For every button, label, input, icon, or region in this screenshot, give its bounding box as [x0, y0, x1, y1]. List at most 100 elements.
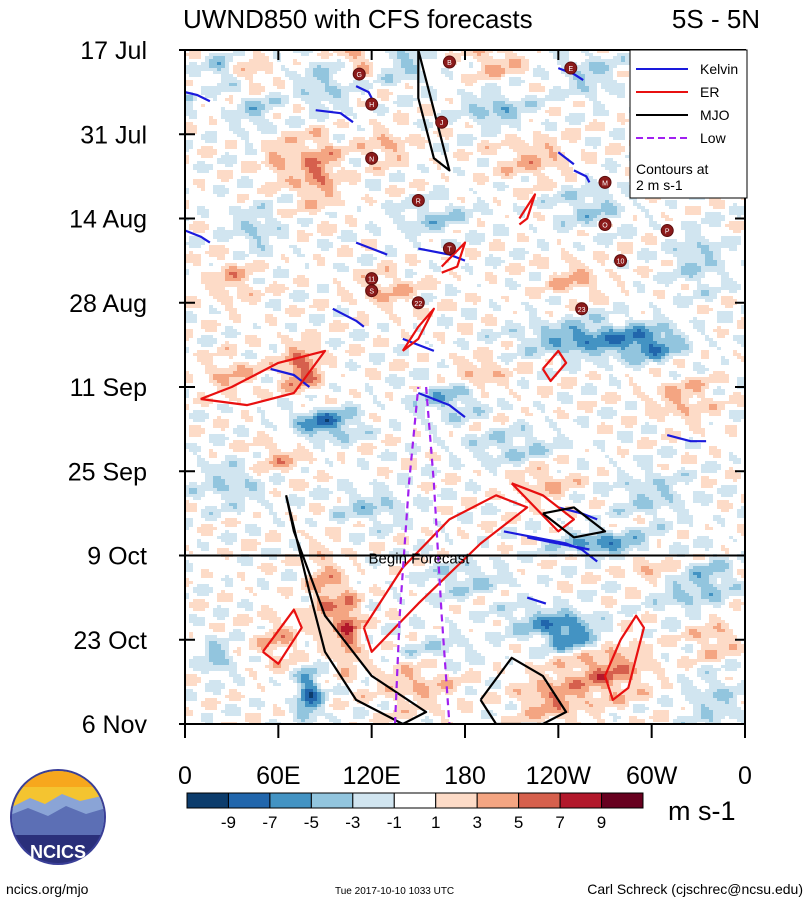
anomaly-cell [321, 68, 325, 71]
anomaly-cell [197, 71, 201, 74]
anomaly-cell [601, 83, 605, 86]
anomaly-cell [477, 56, 481, 59]
anomaly-cell [573, 176, 577, 179]
anomaly-cell [301, 80, 305, 83]
anomaly-cell [393, 158, 397, 161]
anomaly-cell [345, 104, 349, 107]
anomaly-cell [381, 68, 385, 71]
anomaly-cell [477, 182, 481, 185]
anomaly-cell [505, 101, 509, 104]
anomaly-cell [601, 128, 605, 131]
anomaly-cell [233, 251, 237, 254]
anomaly-cell [313, 173, 317, 176]
anomaly-cell [217, 56, 221, 59]
anomaly-cell [229, 122, 233, 125]
anomaly-cell [401, 101, 405, 104]
anomaly-cell [389, 212, 393, 215]
anomaly-cell [401, 176, 405, 179]
anomaly-cell [341, 134, 345, 137]
anomaly-cell [309, 89, 313, 92]
anomaly-cell [541, 122, 545, 125]
anomaly-cell [593, 92, 597, 95]
anomaly-cell [545, 161, 549, 164]
anomaly-cell [341, 230, 345, 233]
anomaly-cell [493, 245, 497, 248]
anomaly-cell [361, 101, 365, 104]
anomaly-cell [365, 224, 369, 227]
anomaly-cell [441, 215, 445, 218]
anomaly-cell [229, 209, 233, 212]
anomaly-cell [533, 140, 537, 143]
anomaly-cell [541, 98, 545, 101]
anomaly-cell [589, 125, 593, 128]
anomaly-cell [557, 194, 561, 197]
anomaly-cell [497, 125, 501, 128]
anomaly-cell [261, 212, 265, 215]
anomaly-cell [341, 251, 345, 254]
anomaly-cell [325, 158, 329, 161]
anomaly-cell [289, 134, 293, 137]
anomaly-cell [309, 110, 313, 113]
anomaly-cell [601, 122, 605, 125]
anomaly-cell [493, 185, 497, 188]
anomaly-cell [185, 104, 189, 107]
anomaly-cell [221, 161, 225, 164]
anomaly-cell [277, 80, 281, 83]
anomaly-cell [325, 152, 329, 155]
anomaly-cell [377, 164, 381, 167]
anomaly-cell [457, 230, 461, 233]
anomaly-cell [213, 233, 217, 236]
anomaly-cell [481, 134, 485, 137]
anomaly-cell [253, 50, 257, 53]
anomaly-cell [545, 146, 549, 149]
anomaly-cell [561, 56, 565, 59]
anomaly-cell [205, 92, 209, 95]
anomaly-cell [485, 62, 489, 65]
anomaly-cell [333, 185, 337, 188]
anomaly-cell [541, 242, 545, 245]
anomaly-cell [433, 230, 437, 233]
anomaly-cell [257, 101, 261, 104]
anomaly-cell [433, 50, 437, 53]
anomaly-cell [717, 215, 721, 218]
anomaly-cell [361, 242, 365, 245]
anomaly-cell [201, 155, 205, 158]
anomaly-cell [649, 224, 653, 227]
anomaly-cell [297, 134, 301, 137]
anomaly-cell [581, 221, 585, 224]
anomaly-cell [325, 113, 329, 116]
anomaly-cell [641, 248, 645, 251]
anomaly-cell [593, 218, 597, 221]
anomaly-cell [497, 143, 501, 146]
anomaly-cell [321, 65, 325, 68]
anomaly-cell [209, 62, 213, 65]
anomaly-cell [265, 149, 269, 152]
anomaly-cell [577, 218, 581, 221]
anomaly-cell [313, 149, 317, 152]
anomaly-cell [593, 113, 597, 116]
anomaly-cell [585, 194, 589, 197]
anomaly-cell [561, 185, 565, 188]
anomaly-cell [545, 188, 549, 191]
anomaly-cell [321, 152, 325, 155]
anomaly-cell [397, 53, 401, 56]
anomaly-cell [285, 224, 289, 227]
anomaly-cell [497, 50, 501, 53]
anomaly-cell [549, 185, 553, 188]
anomaly-cell [197, 242, 201, 245]
anomaly-cell [281, 224, 285, 227]
anomaly-cell [353, 218, 357, 221]
anomaly-cell [561, 50, 565, 53]
anomaly-cell [385, 128, 389, 131]
anomaly-cell [309, 197, 313, 200]
anomaly-cell [257, 62, 261, 65]
anomaly-cell [265, 245, 269, 248]
anomaly-cell [201, 149, 205, 152]
anomaly-cell [725, 242, 729, 245]
anomaly-cell [189, 131, 193, 134]
anomaly-cell [425, 119, 429, 122]
anomaly-cell [701, 239, 705, 242]
anomaly-cell [445, 143, 449, 146]
anomaly-cell [353, 137, 357, 140]
anomaly-cell [433, 89, 437, 92]
